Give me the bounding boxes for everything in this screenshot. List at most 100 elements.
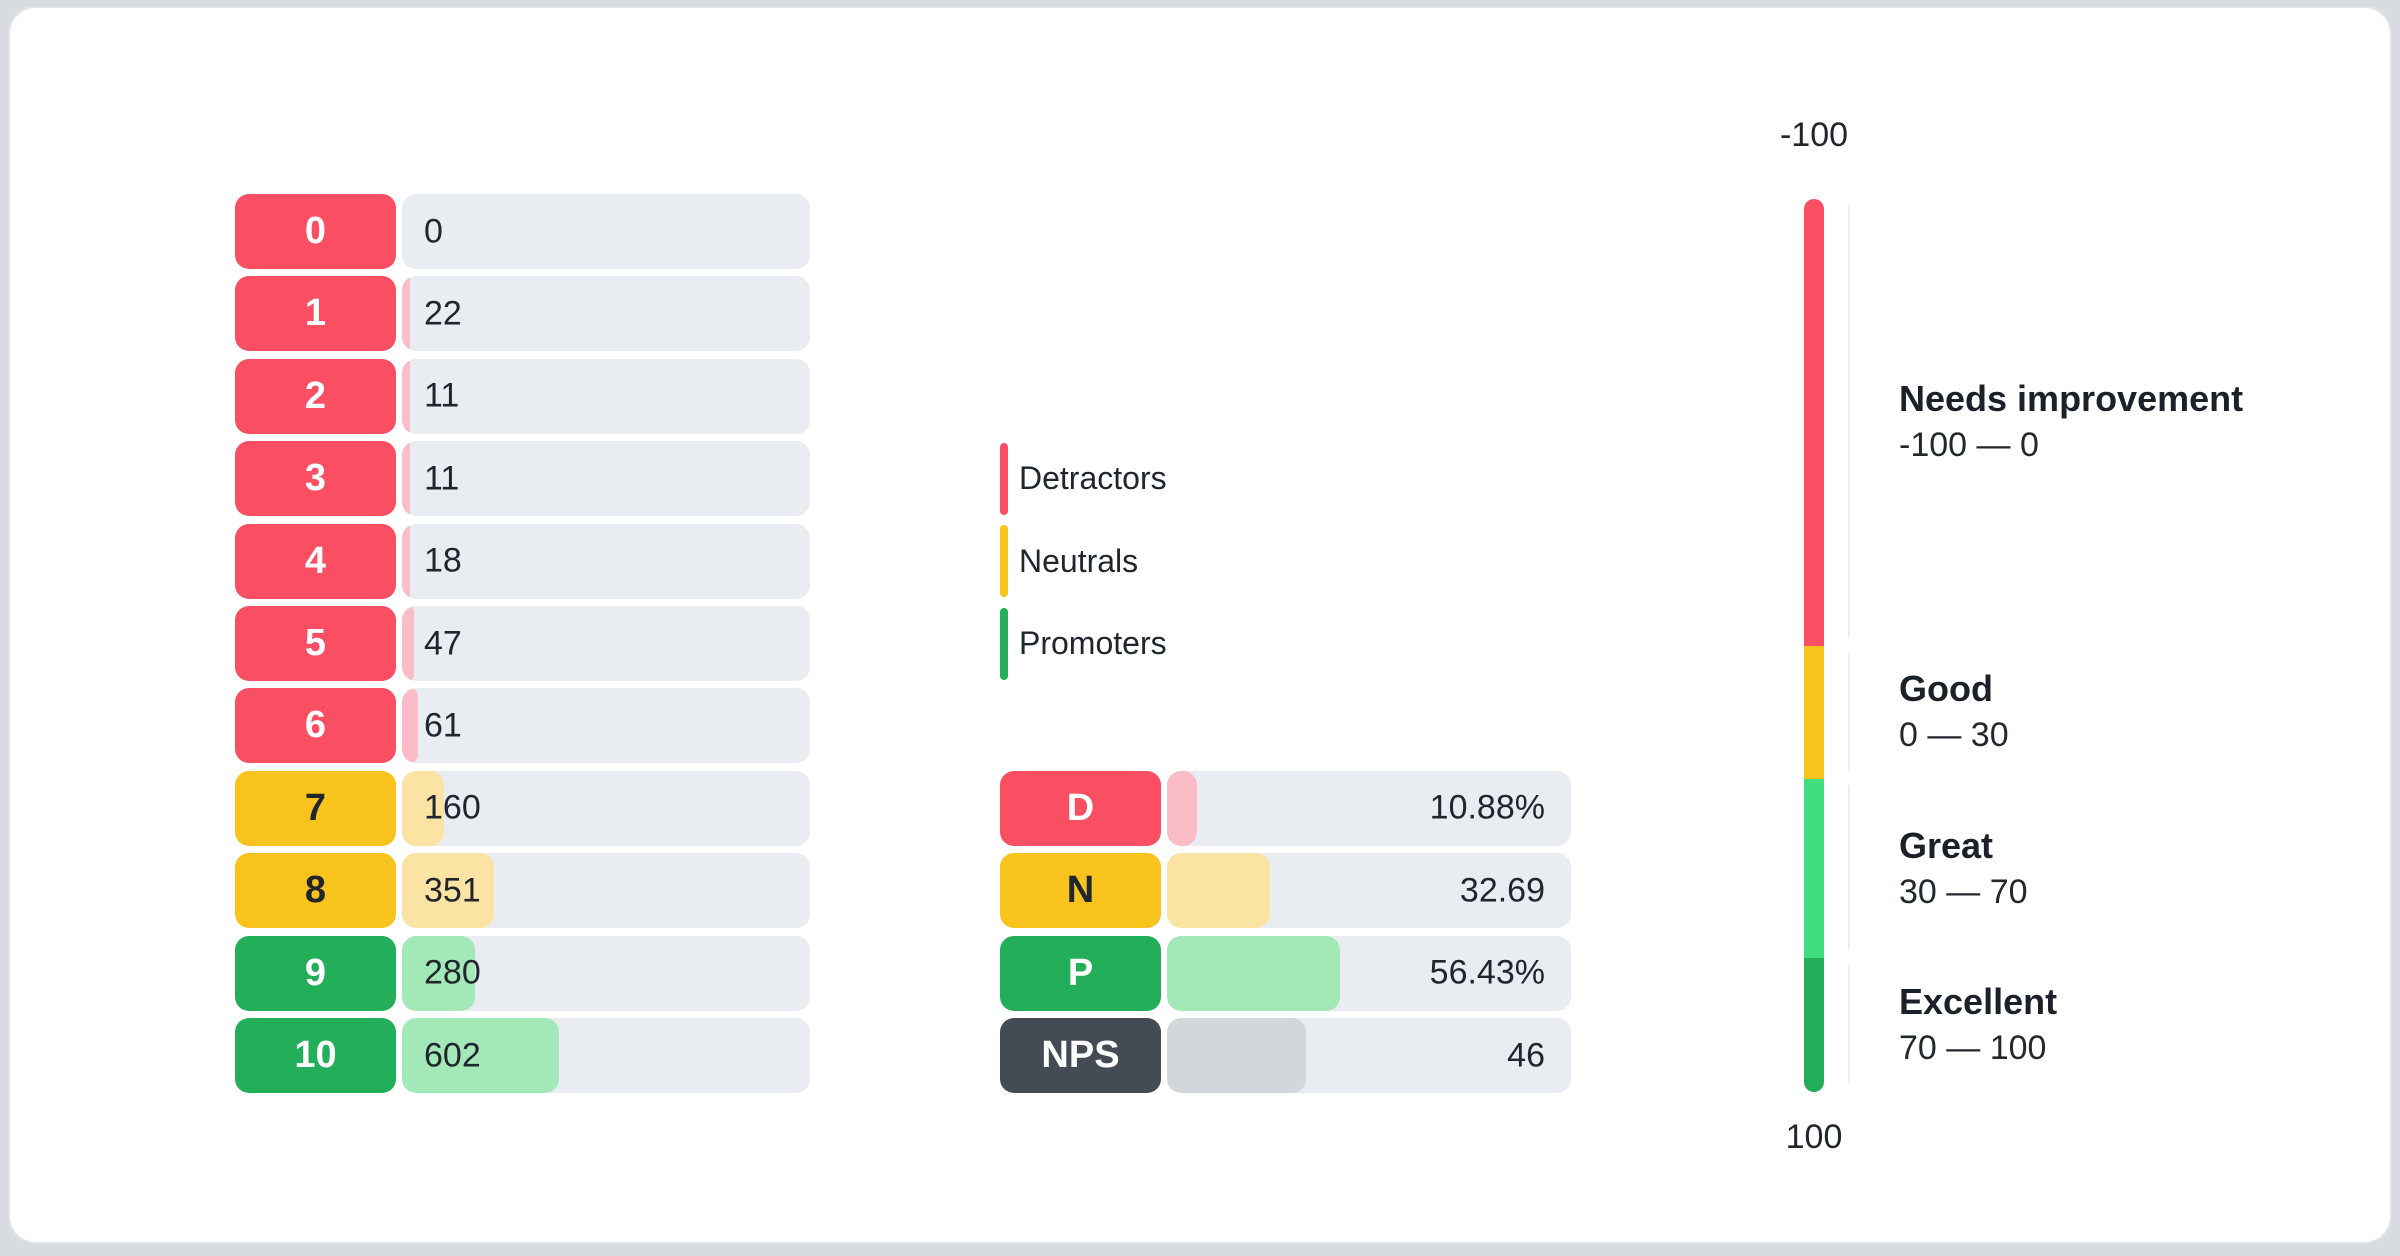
bar-track: 11: [402, 441, 810, 517]
bar-track: 602: [402, 1018, 810, 1093]
bar-value-label: 10.88%: [1429, 788, 1545, 827]
gauge-zone-range: 0 — 30: [1899, 716, 2009, 755]
bar-value-label: 61: [424, 706, 462, 745]
legend-label: Detractors: [1019, 460, 1167, 497]
bar-track: 351: [402, 853, 810, 929]
gauge-divider-segment: [1848, 964, 1850, 1084]
legend-item: Detractors: [1000, 441, 1167, 516]
score-badge: D: [1000, 770, 1161, 846]
bar-value-label: 351: [424, 871, 481, 910]
score-badge: 1: [235, 276, 396, 352]
bar-row: D 10.88%: [1000, 770, 1571, 846]
bar-row: N 32.69: [1000, 853, 1571, 929]
gauge-zone-label: Good 0 — 30: [1899, 666, 2009, 758]
bar-fill: [1167, 935, 1340, 1011]
gauge-divider-segment: [1848, 205, 1850, 638]
bar-fill: [402, 770, 444, 846]
bar-track: 46: [1167, 1018, 1571, 1093]
bar-track: 18: [402, 523, 810, 599]
bar-fill: [402, 441, 410, 517]
score-badge: 5: [235, 606, 396, 681]
legend-marker-icon: [1000, 442, 1008, 515]
bar-value-label: 160: [424, 788, 481, 827]
gauge-zone-label: Excellent 70 — 100: [1899, 979, 2057, 1071]
bar-value-label: 32.69: [1459, 871, 1545, 910]
bar-fill: [1167, 853, 1271, 929]
bar-row: 1 22: [235, 276, 810, 352]
bar-fill: [1167, 1018, 1306, 1093]
bar-track: 61: [402, 688, 810, 764]
bar-row: 7 160: [235, 770, 810, 846]
bar-track: 10.88%: [1167, 770, 1571, 846]
bar-row: P 56.43%: [1000, 935, 1571, 1011]
gauge-min-label: -100: [1779, 116, 1849, 154]
score-badge: 8: [235, 853, 396, 929]
bar-value-label: 47: [424, 624, 462, 662]
gauge-zone-name: Good: [1899, 668, 1993, 710]
bar-row: NPS 46: [1000, 1018, 1571, 1093]
nps-widget-card: 0 0 1 22 2 11 3 11 4 18 5: [8, 6, 2392, 1244]
gauge-zone-segment: [1804, 645, 1824, 780]
gauge-zone-name: Great: [1899, 824, 1994, 866]
score-badge: 3: [235, 441, 396, 517]
gauge-divider-segment: [1848, 651, 1850, 772]
score-badge: P: [1000, 935, 1161, 1011]
bar-value-label: 602: [424, 1036, 481, 1074]
gauge-divider-segment: [1848, 785, 1850, 951]
bar-track: 280: [402, 935, 810, 1011]
score-badge: NPS: [1000, 1018, 1161, 1093]
bar-fill: [402, 853, 494, 929]
bar-track: 56.43%: [1167, 935, 1571, 1011]
bar-fill: [402, 688, 418, 764]
score-badge: 7: [235, 770, 396, 846]
bar-fill: [402, 523, 410, 599]
bar-track: 160: [402, 770, 810, 846]
bar-value-label: 280: [424, 953, 481, 992]
legend-marker-icon: [1000, 525, 1008, 598]
bar-row: 2 11: [235, 358, 810, 434]
bar-value-label: 22: [424, 294, 462, 333]
bar-row: 6 61: [235, 688, 810, 764]
gauge-zone-range: 30 — 70: [1899, 872, 2028, 911]
bar-row: 3 11: [235, 441, 810, 517]
bar-fill: [402, 1018, 560, 1093]
bar-row: 9 280: [235, 935, 810, 1011]
bar-value-label: 0: [424, 212, 443, 250]
bar-fill: [1167, 770, 1198, 846]
bar-value-label: 18: [424, 541, 462, 580]
gauge-zone-label: Great 30 — 70: [1899, 823, 2028, 915]
bar-row: 8 351: [235, 853, 810, 929]
score-badge: 4: [235, 523, 396, 599]
score-badge: 2: [235, 358, 396, 434]
bar-value-label: 11: [424, 376, 460, 415]
bar-row: 10 602: [235, 1018, 810, 1093]
legend-marker-icon: [1000, 607, 1008, 680]
bar-row: 4 18: [235, 523, 810, 599]
bar-fill: [402, 276, 410, 352]
bar-track: 32.69: [1167, 853, 1571, 929]
bar-track: 0: [402, 194, 810, 269]
bar-track: 22: [402, 276, 810, 352]
bar-value-label: 46: [1507, 1036, 1545, 1074]
gauge-bar: [1804, 199, 1824, 1092]
gauge-zone-range: -100 — 0: [1899, 426, 2039, 465]
gauge-zone-name: Excellent: [1899, 981, 2058, 1023]
legend-item: Promoters: [1000, 606, 1167, 681]
bar-row: 0 0: [235, 194, 810, 269]
score-badge: N: [1000, 853, 1161, 929]
score-badge: 0: [235, 194, 396, 269]
gauge-zone-label: Needs improvement -100 — 0: [1899, 376, 2243, 468]
gauge-zone-range: 70 — 100: [1899, 1029, 2047, 1068]
bar-value-label: 11: [424, 459, 460, 498]
gauge-zone-segment: [1804, 199, 1824, 646]
gauge-zone-segment: [1804, 779, 1824, 959]
score-badge: 6: [235, 688, 396, 764]
legend-label: Neutrals: [1019, 542, 1139, 579]
score-badge: 9: [235, 935, 396, 1011]
bar-fill: [402, 935, 476, 1011]
gauge-max-label: 100: [1785, 1118, 1843, 1156]
legend-item: Neutrals: [1000, 524, 1138, 599]
gauge-zone-segment: [1804, 958, 1824, 1092]
bar-fill: [402, 606, 415, 681]
